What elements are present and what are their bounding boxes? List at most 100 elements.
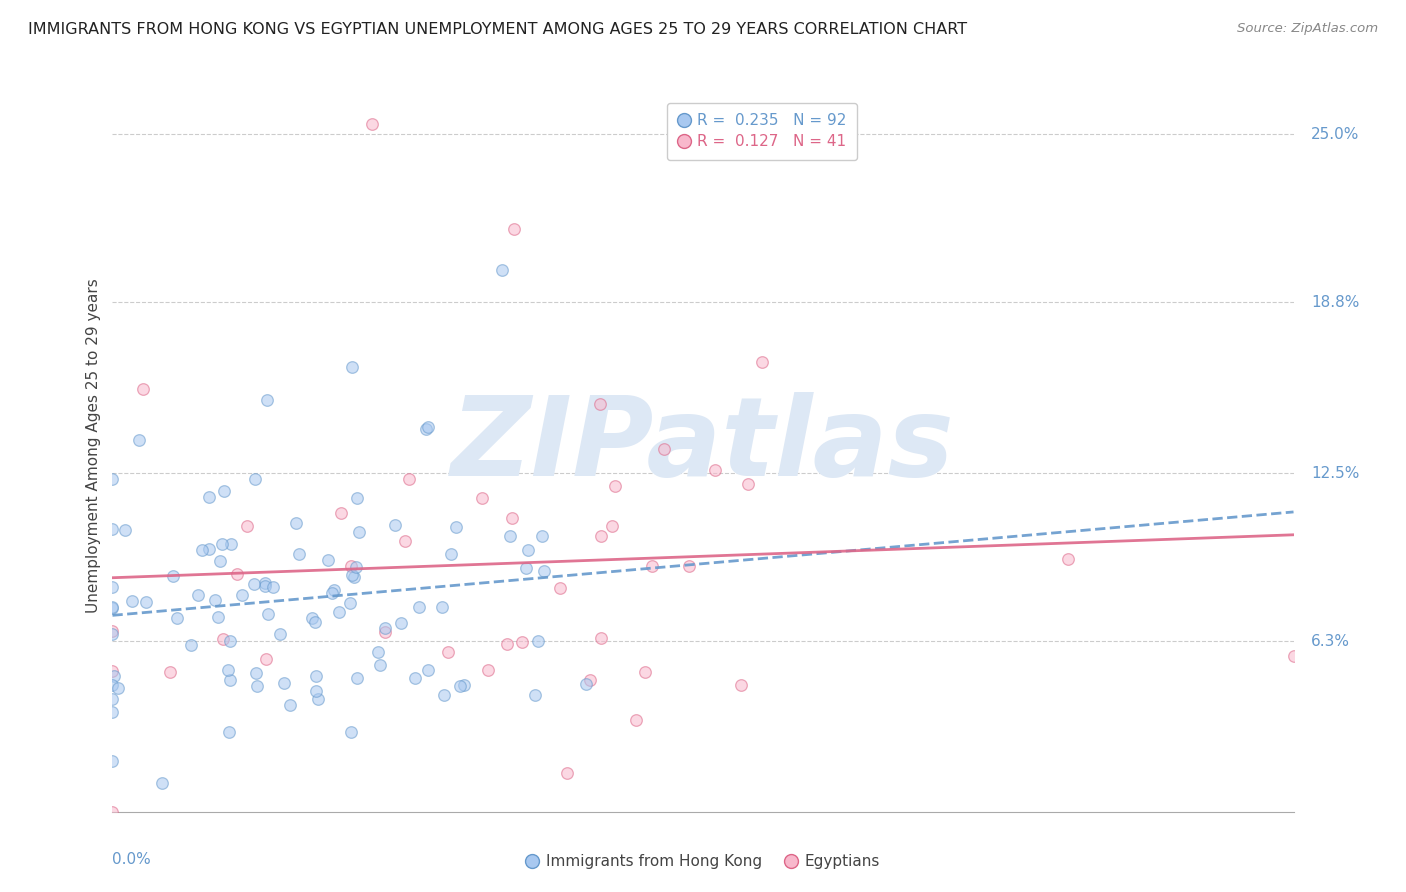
Point bbox=[304, 669, 326, 683]
Point bbox=[198, 541, 221, 556]
Text: IMMIGRANTS FROM HONG KONG VS EGYPTIAN UNEMPLOYMENT AMONG AGES 25 TO 29 YEARS COR: IMMIGRANTS FROM HONG KONG VS EGYPTIAN UN… bbox=[28, 22, 967, 37]
Point bbox=[280, 698, 302, 712]
Point bbox=[678, 559, 700, 574]
Point bbox=[444, 520, 467, 534]
Point bbox=[150, 776, 173, 790]
Point bbox=[101, 522, 124, 536]
Point bbox=[737, 477, 759, 491]
Point bbox=[103, 669, 125, 683]
Point bbox=[107, 681, 129, 695]
Point bbox=[605, 478, 627, 492]
Point bbox=[589, 632, 612, 646]
Point bbox=[159, 665, 181, 680]
Point bbox=[575, 676, 598, 690]
Point bbox=[530, 529, 553, 543]
Point bbox=[652, 442, 675, 457]
Point bbox=[471, 491, 494, 506]
Point bbox=[321, 586, 343, 600]
Point bbox=[226, 567, 249, 582]
Point bbox=[204, 592, 226, 607]
Point bbox=[499, 528, 522, 542]
Point bbox=[449, 679, 471, 693]
Point bbox=[634, 665, 657, 679]
Point bbox=[368, 657, 391, 672]
Point bbox=[101, 599, 124, 614]
Point bbox=[256, 393, 278, 408]
Point bbox=[602, 518, 624, 533]
Point bbox=[515, 561, 537, 575]
Point bbox=[624, 714, 647, 728]
Text: 0.0%: 0.0% bbox=[112, 852, 152, 867]
Point bbox=[304, 615, 326, 629]
Point bbox=[533, 564, 555, 578]
Point bbox=[101, 627, 124, 641]
Point bbox=[101, 706, 124, 720]
Point bbox=[339, 559, 361, 574]
Point bbox=[361, 117, 384, 131]
Point bbox=[308, 692, 330, 706]
Point bbox=[641, 559, 664, 574]
Point bbox=[328, 605, 350, 619]
Point bbox=[186, 588, 208, 602]
Point bbox=[555, 765, 578, 780]
Text: 18.8%: 18.8% bbox=[1312, 295, 1360, 310]
Point bbox=[219, 634, 242, 648]
Point bbox=[114, 523, 136, 537]
Point bbox=[526, 634, 548, 648]
Point bbox=[284, 516, 307, 530]
Point bbox=[101, 580, 124, 594]
Point bbox=[243, 577, 266, 591]
Point bbox=[346, 491, 368, 505]
Point bbox=[101, 472, 124, 486]
Point bbox=[301, 611, 323, 625]
Point bbox=[374, 620, 396, 634]
Point bbox=[384, 517, 406, 532]
Point bbox=[101, 601, 124, 615]
Point bbox=[218, 725, 240, 739]
Point bbox=[132, 383, 155, 397]
Point bbox=[408, 600, 430, 615]
Point bbox=[589, 529, 612, 543]
Point bbox=[394, 534, 416, 549]
Point bbox=[703, 463, 725, 477]
Point bbox=[322, 583, 344, 598]
Point bbox=[398, 472, 420, 486]
Point bbox=[751, 355, 773, 369]
Point bbox=[589, 397, 612, 411]
Point bbox=[246, 679, 269, 693]
Point bbox=[340, 725, 363, 739]
Text: Source: ZipAtlas.com: Source: ZipAtlas.com bbox=[1237, 22, 1378, 36]
Point bbox=[512, 635, 534, 649]
Point bbox=[548, 581, 571, 595]
Point bbox=[343, 570, 366, 584]
Point bbox=[1282, 648, 1305, 663]
Point bbox=[219, 673, 242, 688]
Point bbox=[416, 663, 439, 677]
Point bbox=[524, 689, 547, 703]
Point bbox=[254, 652, 277, 666]
Point bbox=[135, 595, 157, 609]
Point bbox=[212, 632, 235, 646]
Point bbox=[217, 663, 239, 677]
Point bbox=[166, 611, 188, 625]
Point bbox=[101, 664, 124, 678]
Point bbox=[198, 490, 221, 504]
Point bbox=[256, 607, 278, 621]
Point bbox=[501, 511, 523, 525]
Point bbox=[416, 419, 439, 434]
Point bbox=[162, 569, 184, 583]
Point bbox=[214, 483, 236, 498]
Point bbox=[517, 542, 540, 557]
Point bbox=[404, 671, 426, 685]
Point bbox=[262, 580, 284, 594]
Point bbox=[346, 671, 368, 685]
Point bbox=[207, 610, 229, 624]
Legend: Immigrants from Hong Kong, Egyptians: Immigrants from Hong Kong, Egyptians bbox=[520, 848, 886, 875]
Point bbox=[340, 360, 363, 375]
Point bbox=[254, 576, 277, 591]
Point bbox=[503, 222, 526, 236]
Point bbox=[329, 506, 352, 520]
Point bbox=[219, 537, 242, 551]
Point bbox=[101, 692, 124, 706]
Point bbox=[254, 579, 277, 593]
